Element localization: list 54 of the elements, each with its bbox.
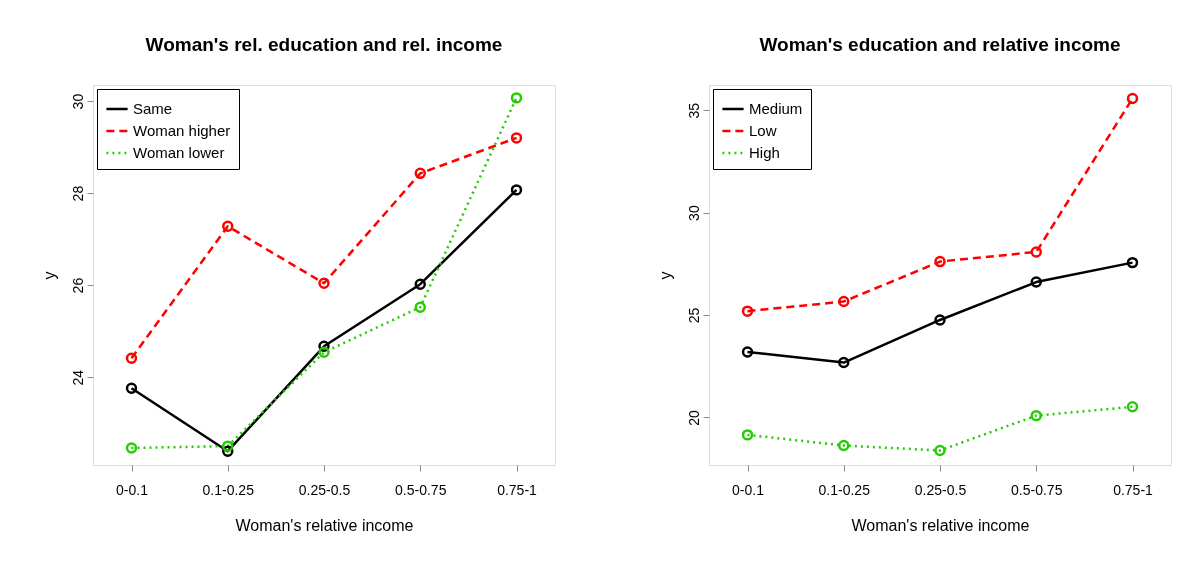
x-tick-label: 0.25-0.5 <box>914 481 967 498</box>
legend-label: Woman lower <box>133 144 225 161</box>
point <box>1030 409 1042 422</box>
point <box>1126 92 1139 105</box>
point <box>1126 401 1139 413</box>
point <box>510 92 523 104</box>
x-tick-label: 0.1-0.25 <box>202 481 255 498</box>
y-tick-label: 26 <box>69 277 86 294</box>
y-axis-title: y <box>656 271 674 280</box>
x-tick-label: 0.75-1 <box>1113 481 1154 498</box>
y-tick-label: 35 <box>685 102 702 119</box>
point <box>838 295 850 308</box>
chart-title: Woman's education and relative income <box>759 34 1121 55</box>
point <box>414 301 426 313</box>
y-tick-label: 28 <box>69 185 86 202</box>
y-tick-label: 24 <box>69 369 86 386</box>
point <box>934 314 946 326</box>
x-tick-label: 0-0.1 <box>732 481 765 498</box>
point <box>1030 276 1042 288</box>
x-axis-title: Woman's relative income <box>851 516 1030 534</box>
point <box>125 442 138 454</box>
x-tick-label: 0-0.1 <box>116 481 149 498</box>
point <box>222 440 234 452</box>
point <box>838 356 850 369</box>
chart-title: Woman's rel. education and rel. income <box>145 34 503 55</box>
point <box>838 439 850 452</box>
point <box>318 346 330 358</box>
y-tick-label: 30 <box>685 205 702 221</box>
x-tick-label: 0.75-1 <box>497 481 538 498</box>
legend-label: Same <box>133 100 173 117</box>
x-axis-title: Woman's relative income <box>235 516 414 534</box>
x-tick-label: 0.5-0.75 <box>1011 481 1063 498</box>
point <box>414 278 426 290</box>
x-tick-label: 0.5-0.75 <box>395 481 447 498</box>
point <box>934 255 946 268</box>
point <box>934 444 946 457</box>
legend-label: Low <box>749 122 777 139</box>
x-tick-label: 0.1-0.25 <box>818 481 871 498</box>
y-tick-label: 25 <box>685 307 702 324</box>
point <box>510 132 523 144</box>
point <box>222 220 234 232</box>
point <box>414 167 426 180</box>
point <box>741 429 754 441</box>
x-tick-label: 0.25-0.5 <box>298 481 351 498</box>
y-tick-label: 20 <box>685 409 702 426</box>
legend-label: Woman higher <box>133 122 231 139</box>
legend-label: Medium <box>749 100 803 117</box>
legend-label: High <box>749 144 780 161</box>
y-tick-label: 30 <box>69 93 86 110</box>
y-axis-title: y <box>40 271 58 280</box>
point <box>741 305 754 317</box>
point <box>318 277 330 289</box>
point <box>125 352 138 364</box>
point <box>1030 246 1042 258</box>
